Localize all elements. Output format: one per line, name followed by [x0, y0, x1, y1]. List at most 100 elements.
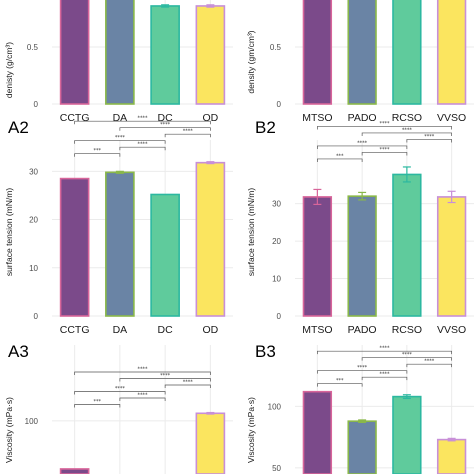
a3-ytick-label: 100	[25, 417, 39, 426]
a1-bar-od	[195, 5, 226, 105]
b3-bar-rcso	[392, 395, 422, 474]
b3-significance-bracket	[317, 350, 452, 355]
a2-xtick-label: DC	[158, 324, 174, 336]
b2-significance-label: ****	[424, 134, 435, 140]
a3-bar-od	[195, 412, 226, 474]
a2-bar-dc	[150, 193, 180, 317]
a3-y-axis-label: Viscosity (mPa·s)	[4, 397, 14, 463]
b1-ytick-label: 0	[277, 100, 282, 109]
a2-y-axis-label: surface tension (mN/m)	[4, 188, 14, 276]
b2-significance-label: ****	[402, 127, 413, 133]
a2-xtick-label: OD	[203, 324, 219, 336]
a3-significance-label: ****	[138, 393, 149, 399]
a1-xtick-label: DA	[113, 112, 128, 124]
a2-ytick-label: 30	[29, 167, 38, 176]
a2-significance-bracket	[74, 153, 121, 157]
b1-bar-pado	[347, 0, 377, 105]
b3-bar-pado	[347, 420, 377, 474]
b2-significance-bracket	[406, 139, 452, 143]
b2-ytick-label: 10	[272, 275, 281, 284]
a2-significance-label: ****	[138, 116, 149, 122]
b3-significance-label: ***	[336, 378, 344, 384]
a2-panel-title: A2	[8, 118, 29, 137]
a2-significance-label: ****	[160, 122, 171, 128]
a2-significance-label: ***	[94, 148, 102, 154]
b3-panel-title: B3	[255, 342, 276, 361]
b2-xtick-label: VVSO	[437, 324, 466, 336]
b2-significance-bracket	[317, 126, 452, 130]
a2-significance-bracket	[119, 146, 166, 151]
a3-significance-label: ****	[115, 386, 126, 392]
a3-significance-label: ***	[94, 399, 102, 405]
b3-bar-vvso	[436, 438, 467, 474]
b2-panel-title: B2	[255, 118, 276, 137]
a3-significance-label: ****	[183, 380, 194, 386]
b2-bar-rcso	[392, 173, 422, 317]
b3-significance-bracket	[317, 370, 408, 374]
b1-bar-mtso	[302, 0, 333, 105]
a3-significance-bracket	[119, 378, 211, 382]
b2-significance-bracket	[317, 158, 363, 162]
a3-significance-bracket	[164, 384, 211, 389]
a2-significance-label: ****	[115, 135, 126, 141]
a3-panel-title: A3	[8, 342, 29, 361]
a3-significance-bracket	[119, 397, 166, 402]
b3-y-axis-label: Viscosity (mPa·s)	[246, 397, 256, 463]
a3-significance-bracket	[74, 391, 166, 395]
a2-significance-bracket	[119, 127, 211, 131]
b3-significance-bracket	[317, 383, 363, 387]
a2-ytick-label: 10	[29, 264, 38, 273]
b1-ytick-label: 0.5	[270, 43, 282, 52]
a3-bar-cctg	[59, 468, 90, 474]
a1-y-axis-label: denisty (g/cm³)	[4, 42, 14, 98]
b2-significance-label: ****	[380, 147, 391, 153]
b2-bar-mtso	[302, 196, 333, 317]
b3-significance-label: ****	[424, 359, 435, 365]
a3-significance-bracket	[74, 371, 211, 376]
a2-significance-bracket	[74, 140, 166, 144]
b1-xtick-label: RCSO	[392, 112, 422, 124]
a1-bar-da	[105, 0, 135, 105]
b2-ytick-label: 20	[272, 237, 281, 246]
b1-bar-vvso	[436, 0, 467, 105]
a2-ytick-label: 20	[29, 216, 38, 225]
b3-significance-label: ****	[357, 365, 368, 371]
b3-significance-bracket	[406, 363, 452, 368]
b1-bar-rcso	[392, 0, 422, 105]
a2-significance-label: ****	[183, 129, 194, 135]
b2-xtick-label: PADO	[348, 324, 377, 336]
a2-significance-bracket	[74, 120, 211, 125]
b2-bar-pado	[347, 195, 377, 317]
b1-y-axis-label: density (gm/cm³)	[246, 30, 256, 93]
b3-bar-mtso	[302, 390, 333, 474]
a1-bar-cctg	[59, 0, 90, 105]
b2-significance-label: ****	[357, 140, 368, 146]
b2-xtick-label: MTSO	[302, 324, 332, 336]
a2-significance-label: ****	[138, 142, 149, 148]
b1-xtick-label: VVSO	[437, 112, 466, 124]
a3-significance-label: ****	[160, 373, 171, 379]
b3-significance-bracket	[361, 357, 452, 361]
b2-significance-bracket	[361, 152, 408, 156]
a2-bar-da	[105, 171, 135, 317]
b2-significance-bracket	[317, 145, 408, 149]
a1-ytick-label: 0	[34, 100, 39, 109]
a2-bar-od	[195, 161, 226, 317]
b2-significance-label: ****	[380, 121, 391, 127]
a2-ytick-label: 0	[34, 312, 39, 321]
b2-y-axis-label: surface tension (mN/m)	[246, 188, 256, 276]
b3-ytick-label: 100	[268, 402, 282, 411]
a2-bar-cctg	[59, 177, 90, 317]
a2-xtick-label: CCTG	[60, 324, 90, 336]
b2-significance-bracket	[361, 132, 452, 136]
b2-bar-vvso	[436, 196, 467, 317]
a3-significance-bracket	[74, 404, 121, 408]
b2-xtick-label: RCSO	[392, 324, 422, 336]
b2-ytick-label: 30	[272, 200, 281, 209]
b2-ytick-label: 0	[277, 312, 282, 321]
a2-significance-bracket	[164, 133, 211, 138]
b3-significance-label: ****	[380, 372, 391, 378]
a1-bar-dc	[150, 5, 180, 105]
a1-ytick-label: 0.5	[27, 43, 39, 52]
